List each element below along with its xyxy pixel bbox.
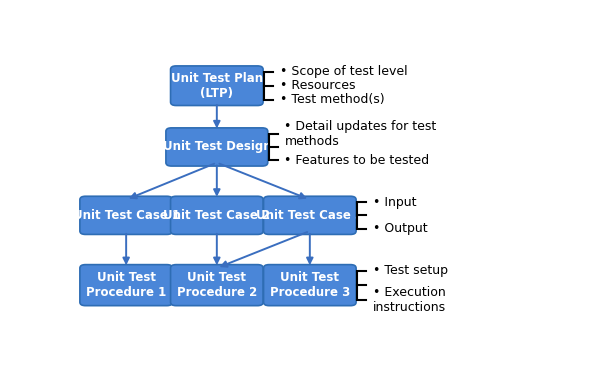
FancyBboxPatch shape [170,265,263,306]
Text: Unit Test Design: Unit Test Design [163,141,271,154]
FancyBboxPatch shape [263,265,356,306]
FancyBboxPatch shape [263,196,356,235]
Text: • Detail updates for test
methods: • Detail updates for test methods [284,120,437,148]
FancyBboxPatch shape [166,128,268,166]
Text: Unit Test Case 2: Unit Test Case 2 [163,209,271,222]
Text: • Test setup: • Test setup [373,264,448,277]
Text: Unit Test
Procedure 3: Unit Test Procedure 3 [270,271,350,299]
Text: Unit Test Case 3: Unit Test Case 3 [256,209,364,222]
Text: • Input: • Input [373,195,416,209]
Text: • Resources: • Resources [280,79,355,92]
Text: Unit Test Case 1: Unit Test Case 1 [73,209,180,222]
FancyBboxPatch shape [80,196,172,235]
Text: • Output: • Output [373,222,427,235]
Text: Unit Test Plan
(LTP): Unit Test Plan (LTP) [171,72,263,100]
FancyBboxPatch shape [170,196,263,235]
Text: • Execution
instructions: • Execution instructions [373,286,446,314]
FancyBboxPatch shape [80,265,172,306]
Text: • Scope of test level: • Scope of test level [280,65,407,78]
Text: • Features to be tested: • Features to be tested [284,154,430,167]
Text: • Test method(s): • Test method(s) [280,93,385,106]
Text: Unit Test
Procedure 1: Unit Test Procedure 1 [86,271,166,299]
Text: Unit Test
Procedure 2: Unit Test Procedure 2 [176,271,257,299]
FancyBboxPatch shape [170,66,263,105]
